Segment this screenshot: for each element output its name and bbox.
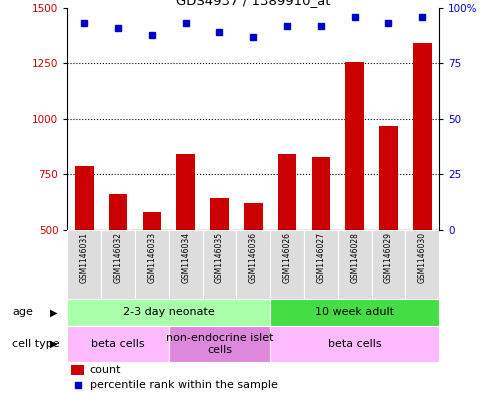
Bar (379, 125, 398, 230)
Text: GSM1146032: GSM1146032 (114, 232, 123, 283)
Bar (270, 326, 439, 362)
Bar (67, 299, 270, 326)
Text: GSM1146035: GSM1146035 (215, 232, 224, 283)
Text: non-endocrine islet
cells: non-endocrine islet cells (166, 333, 273, 354)
Bar (169, 326, 270, 362)
Text: GSM1146026: GSM1146026 (282, 232, 291, 283)
Bar (71, 365, 84, 375)
Bar (244, 203, 262, 230)
Text: beta cells: beta cells (328, 339, 381, 349)
Text: GSM1146027: GSM1146027 (316, 232, 325, 283)
Bar (75, 165, 93, 230)
Bar (270, 230, 304, 299)
Text: GSM1146034: GSM1146034 (181, 232, 190, 283)
Bar (338, 230, 372, 299)
Text: beta cells: beta cells (91, 339, 145, 349)
Bar (304, 230, 338, 299)
Title: GDS4937 / 1389910_at: GDS4937 / 1389910_at (176, 0, 330, 7)
Text: 2-3 day neonate: 2-3 day neonate (123, 307, 215, 318)
Text: ▶: ▶ (50, 339, 57, 349)
Bar (67, 230, 101, 299)
Bar (101, 230, 135, 299)
Bar (176, 154, 195, 230)
Text: percentile rank within the sample: percentile rank within the sample (90, 380, 277, 389)
Bar (143, 212, 161, 230)
Text: count: count (90, 365, 121, 375)
Bar (372, 230, 405, 299)
Bar (345, 62, 364, 230)
Bar (109, 195, 127, 230)
Text: 10 week adult: 10 week adult (315, 307, 394, 318)
Text: GSM1146036: GSM1146036 (249, 232, 258, 283)
Bar (413, 43, 432, 230)
Bar (237, 230, 270, 299)
Bar (311, 157, 330, 230)
Bar (203, 230, 237, 299)
Text: GSM1146031: GSM1146031 (80, 232, 89, 283)
Bar (169, 230, 203, 299)
Text: age: age (12, 307, 33, 318)
Bar (67, 326, 169, 362)
Text: GSM1146033: GSM1146033 (147, 232, 156, 283)
Text: ▶: ▶ (50, 307, 57, 318)
Bar (270, 299, 439, 326)
Bar (135, 230, 169, 299)
Text: GSM1146028: GSM1146028 (350, 232, 359, 283)
Text: GSM1146029: GSM1146029 (384, 232, 393, 283)
Text: cell type: cell type (12, 339, 60, 349)
Text: GSM1146030: GSM1146030 (418, 232, 427, 283)
Bar (278, 154, 296, 230)
Bar (405, 230, 439, 299)
Bar (210, 198, 229, 230)
